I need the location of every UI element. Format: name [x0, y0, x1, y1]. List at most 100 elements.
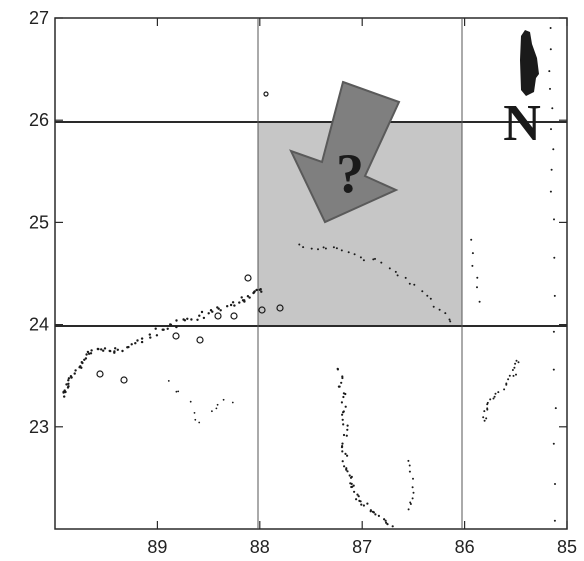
map-point — [113, 351, 116, 354]
map-point — [552, 442, 555, 445]
map-point — [492, 397, 495, 400]
map-point — [511, 369, 514, 371]
map-point — [552, 368, 555, 371]
map-point — [448, 318, 451, 321]
map-point — [103, 347, 107, 350]
lat-tick-label: 26 — [29, 110, 49, 130]
map-point — [80, 366, 83, 369]
map-point — [336, 367, 339, 370]
map-point — [360, 503, 363, 506]
lon-tick-label: 89 — [147, 537, 167, 557]
lon-tick-label: 86 — [455, 537, 475, 557]
map-point — [140, 340, 144, 344]
map-point — [343, 465, 346, 468]
map-point — [552, 148, 555, 151]
map-point — [486, 408, 489, 411]
map-point — [374, 513, 377, 516]
map-point — [335, 247, 338, 250]
map-point — [549, 27, 552, 29]
map-point — [411, 486, 414, 489]
island-marker — [120, 376, 128, 384]
map-point — [298, 243, 301, 246]
axis-ticks — [55, 17, 568, 529]
map-point — [202, 316, 206, 320]
map-point — [512, 374, 515, 377]
map-point — [340, 381, 343, 384]
map-point — [175, 319, 178, 322]
map-point — [108, 349, 111, 353]
map-point — [552, 330, 555, 333]
map-point — [63, 389, 66, 392]
map-point — [412, 491, 415, 494]
map-point — [189, 400, 192, 403]
map-point — [350, 475, 353, 478]
map-point — [514, 362, 517, 365]
map-point — [482, 416, 485, 419]
map-point — [169, 323, 172, 326]
map-point — [114, 347, 117, 350]
map-point — [503, 388, 506, 391]
map-point — [200, 310, 204, 314]
lat-tick-labels: 27 26 25 24 23 — [29, 8, 49, 437]
map-point — [190, 318, 193, 321]
map-point — [211, 410, 213, 413]
island-marker — [244, 274, 252, 282]
map-point — [219, 309, 222, 312]
map-point — [340, 249, 343, 252]
map-point — [369, 510, 372, 513]
map-point — [175, 390, 178, 393]
map-point — [346, 470, 349, 473]
map-point — [470, 238, 473, 241]
map-point — [302, 246, 305, 249]
map-point — [116, 348, 120, 351]
lon-tick-label: 88 — [250, 537, 270, 557]
map-point — [372, 258, 375, 261]
map-point — [121, 349, 124, 353]
map-point — [86, 350, 90, 354]
map-point — [549, 87, 551, 90]
map-point — [353, 490, 356, 493]
map-point — [352, 484, 355, 487]
map-point — [134, 342, 137, 345]
map-point — [374, 257, 376, 260]
north-arrow: N — [503, 30, 541, 152]
map-point — [126, 346, 129, 349]
map-point — [413, 283, 416, 286]
map-point — [408, 464, 411, 467]
map-point — [409, 501, 412, 504]
map-point — [353, 253, 356, 256]
map-point — [357, 495, 360, 498]
map-point — [248, 296, 251, 299]
map-point — [486, 403, 489, 406]
lon-tick-label: 85 — [557, 537, 577, 557]
map-point — [396, 274, 399, 277]
map-point — [345, 434, 348, 437]
map-point — [359, 256, 362, 259]
map-point — [346, 424, 349, 427]
map-point — [407, 508, 410, 511]
north-arrow-needle — [520, 30, 539, 96]
map-point — [154, 327, 157, 330]
map-point — [407, 459, 410, 462]
map-point — [554, 407, 557, 410]
map-point — [513, 366, 516, 369]
map-point — [324, 247, 327, 250]
map-point — [347, 251, 350, 254]
map-point — [345, 467, 348, 470]
map-point — [196, 318, 199, 321]
map-point — [74, 369, 77, 372]
map-point — [167, 380, 170, 382]
map-point — [548, 70, 551, 73]
map-point — [551, 107, 554, 110]
map-point — [515, 373, 517, 376]
map-point — [355, 498, 358, 501]
map-point — [136, 339, 139, 342]
map-point — [341, 450, 344, 453]
map-point — [344, 452, 347, 455]
map-point — [149, 336, 152, 339]
map-point — [148, 333, 151, 336]
map-point — [81, 361, 84, 365]
map-point — [383, 518, 386, 521]
map-point — [317, 248, 319, 251]
map-point — [471, 252, 474, 255]
